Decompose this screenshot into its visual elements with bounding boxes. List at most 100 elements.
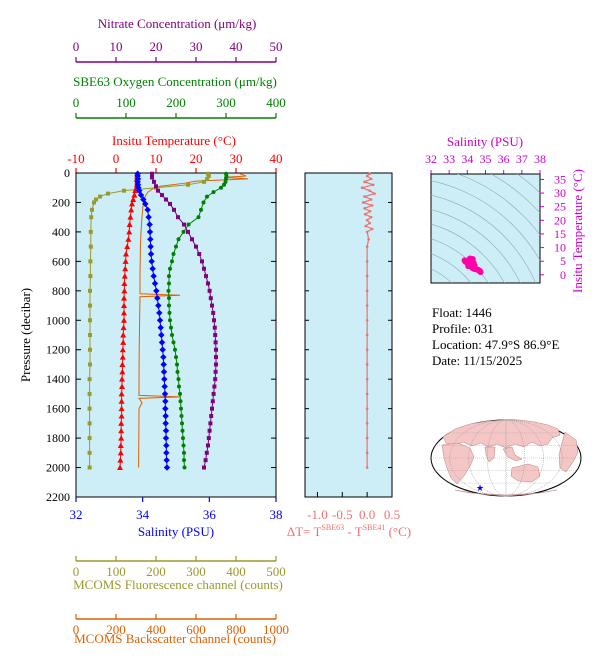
tick-label: 40 — [270, 151, 283, 166]
nitrate-concentration-marker — [190, 237, 194, 242]
insitu-temperature-marker — [118, 420, 125, 426]
ts-temperature-tick-label: 5 — [560, 254, 566, 268]
tick-label: 200 — [146, 564, 166, 579]
delta-t-marker — [370, 227, 374, 231]
delta-t-marker — [361, 201, 365, 204]
nitrate-concentration-marker — [212, 384, 217, 389]
tick-label: 0 — [73, 564, 80, 579]
tick-label: 300 — [186, 564, 206, 579]
salinity-marker — [158, 331, 165, 339]
salinity-marker — [159, 346, 166, 353]
insitu-temperature-marker — [129, 200, 135, 207]
insitu-temperature-marker — [118, 427, 125, 434]
mcoms-backscatter-channel-line — [138, 173, 249, 468]
delta-t-marker — [363, 195, 366, 198]
tick-label: 32 — [70, 507, 83, 522]
delta-t-marker — [365, 422, 369, 425]
insitu-temperature-marker — [120, 324, 127, 331]
insitu-temperature-marker — [127, 214, 134, 220]
float-position-marker: ★ — [476, 483, 484, 493]
ts-salinity-tick-label: 36 — [498, 152, 510, 166]
delta-t-marker — [365, 466, 369, 469]
tick-label: 10 — [150, 151, 163, 166]
sbe63-oxygen-concentration-marker — [199, 207, 203, 212]
delta-t-marker — [369, 215, 373, 219]
sbe63-oxygen-concentration-marker — [224, 173, 229, 178]
ts-salinity-tick-label: 37 — [516, 152, 528, 166]
salinity-marker — [162, 420, 169, 427]
sbe63-oxygen-concentration-marker — [178, 399, 183, 404]
salinity-marker — [147, 236, 154, 243]
salinity-marker — [161, 375, 168, 383]
delta-t-marker — [373, 192, 376, 195]
salinity-marker — [149, 265, 156, 272]
insitu-temperature-marker — [118, 390, 125, 397]
ts-salinity-tick-label: 33 — [443, 152, 455, 166]
mcoms-fluorescence-channel-marker — [87, 377, 92, 382]
insitu-temperature-marker — [120, 339, 127, 345]
delta-t-marker — [360, 186, 364, 190]
mcoms-fluorescence-channel-line — [89, 173, 210, 468]
delta-t-marker — [365, 407, 369, 410]
salinity-marker — [151, 280, 159, 287]
insitu-temperature-marker — [117, 449, 124, 456]
insitu-temperature-marker — [126, 228, 133, 235]
mcoms-fluorescence-channel-marker — [89, 215, 94, 220]
insitu-temperature-marker — [119, 361, 126, 367]
nitrate-axis-ticks: 0 10 20 30 40 50 — [73, 39, 283, 62]
insitu-temperature-marker — [119, 376, 125, 382]
sbe63-oxygen-concentration-marker — [222, 182, 226, 187]
tick-label: 30 — [230, 151, 243, 166]
sbe63-oxygen-concentration-marker — [223, 179, 228, 184]
ts-diagram: Salinity (PSU) 32 33 34 35 36 37 38 0510152025… — [425, 134, 585, 293]
salinity-marker — [160, 361, 167, 368]
salinity-axis-ticks: 32 34 36 38 — [70, 497, 283, 522]
sbe63-oxygen-concentration-marker — [170, 333, 174, 337]
mcoms-fluorescence-channel-marker — [88, 244, 93, 249]
salinity-marker — [160, 353, 167, 361]
salinity-marker — [146, 221, 153, 228]
profile-number: Profile: 031 — [432, 321, 494, 336]
delta-t-marker — [365, 245, 369, 248]
sbe63-oxygen-concentration-marker — [174, 244, 178, 249]
ts-salinity-tick-label: 32 — [425, 152, 437, 166]
nitrate-concentration-marker — [202, 465, 206, 470]
sbe63-oxygen-concentration-marker — [166, 288, 171, 293]
tick-label: 0 — [113, 151, 120, 166]
salinity-marker — [162, 405, 169, 412]
nitrate-concentration-marker — [154, 184, 158, 189]
map-land-australia — [510, 463, 541, 483]
mcoms-fluorescence-channel-marker — [88, 347, 92, 352]
sbe63-oxygen-concentration-marker — [167, 274, 171, 279]
salinity-marker — [155, 302, 162, 309]
insitu-temperature-marker — [124, 243, 131, 250]
oxygen-axis-title: SBE63 Oxygen Concentration (μm/kg) — [73, 74, 277, 89]
mcoms-fluorescence-channel-marker — [87, 450, 92, 455]
tick-label: 34 — [136, 507, 150, 522]
sbe63-oxygen-concentration-marker — [182, 458, 186, 463]
nitrate-concentration-marker — [213, 369, 218, 374]
delta-t-marker — [365, 230, 369, 234]
nitrate-concentration-marker — [208, 296, 213, 301]
ts-salinity-tick-label: 34 — [461, 152, 473, 166]
salinity-axis-title: Salinity (PSU) — [138, 524, 214, 539]
nitrate-concentration-marker — [212, 325, 217, 330]
salinity-marker — [145, 213, 152, 221]
pressure-tick-label: 400 — [52, 225, 70, 239]
insitu-temperature-marker — [121, 302, 127, 309]
insitu-temperature-marker — [121, 309, 127, 316]
sbe63-oxygen-concentration-marker — [178, 391, 182, 396]
tick-label: 40 — [230, 39, 243, 54]
sbe63-oxygen-concentration-marker — [167, 303, 171, 308]
tick-label: 600 — [186, 622, 206, 637]
salinity-marker — [162, 412, 169, 420]
ts-temperature-tick-label: 30 — [554, 186, 566, 200]
insitu-temperature-marker — [122, 265, 129, 272]
tick-label: 0 — [73, 39, 80, 54]
ts-temperature-tick-label: 0 — [560, 268, 566, 282]
ts-points — [461, 255, 484, 276]
sbe63-oxygen-concentration-marker — [176, 377, 181, 382]
delta-t-marker — [365, 218, 369, 222]
